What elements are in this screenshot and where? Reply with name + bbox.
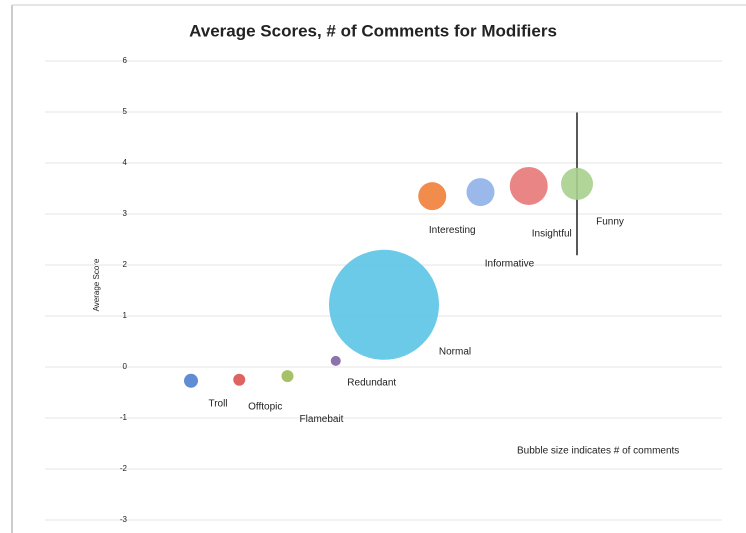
data-label: Offtopic (248, 401, 282, 412)
bubble (418, 182, 447, 211)
bubble (329, 249, 439, 360)
y-tick-label: 4 (123, 158, 128, 167)
data-label: Normal (439, 346, 471, 357)
chart-title: Average Scores, # of Comments for Modifi… (189, 21, 557, 40)
y-axis-label: Average Score (92, 258, 101, 311)
bubble (281, 370, 294, 383)
bubble (233, 373, 246, 386)
y-tick-label: 5 (123, 107, 128, 116)
data-label: Troll (208, 398, 227, 409)
y-tick-label: 3 (123, 209, 128, 218)
y-tick-label: -3 (120, 515, 128, 524)
data-label: Flamebait (300, 414, 344, 425)
data-label: Insightful (532, 229, 572, 240)
data-label: Funny (596, 217, 624, 228)
y-tick-label: -2 (120, 464, 128, 473)
y-tick-label: -1 (120, 413, 128, 422)
bubble (330, 355, 341, 366)
data-label: Informative (485, 259, 535, 270)
data-label: Redundant (347, 378, 396, 389)
y-tick-label: 2 (123, 260, 128, 269)
bubble (184, 373, 198, 388)
bubble (561, 167, 593, 200)
y-tick-label: 0 (123, 362, 128, 371)
annotation: Bubble size indicates # of comments (517, 446, 679, 457)
y-tick-label: 6 (123, 56, 128, 65)
data-label: Interesting (429, 225, 476, 236)
y-tick-label: 1 (123, 311, 128, 320)
bubble (509, 166, 548, 205)
bubble (466, 178, 495, 207)
